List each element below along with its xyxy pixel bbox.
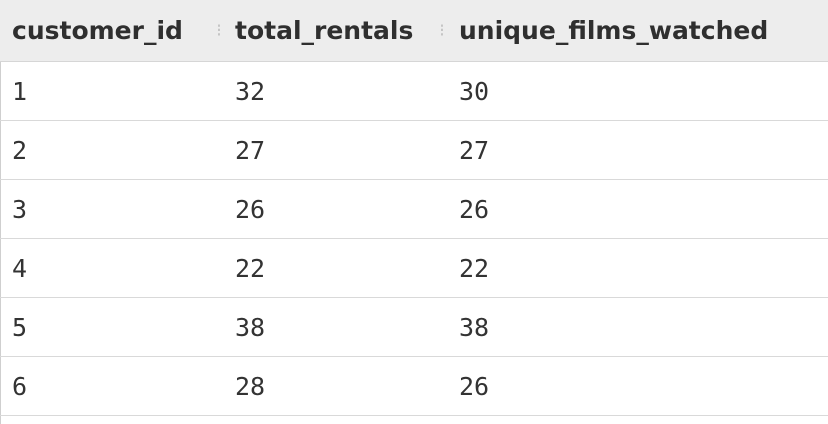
table-row: 6 28 26 bbox=[0, 357, 828, 416]
cell-unique-films-watched: 38 bbox=[459, 313, 490, 342]
column-header-customer-id[interactable]: customer_id bbox=[12, 16, 183, 45]
column-header-total-rentals[interactable]: total_rentals bbox=[235, 16, 414, 45]
cell-customer-id: 1 bbox=[12, 77, 28, 106]
table-row: 2 27 27 bbox=[0, 121, 828, 180]
cell-total-rentals: 28 bbox=[235, 372, 266, 401]
cell-unique-films-watched: 27 bbox=[459, 136, 490, 165]
table-row: 1 32 30 bbox=[0, 62, 828, 121]
cell-total-rentals: 22 bbox=[235, 254, 266, 283]
cell-total-rentals: 38 bbox=[235, 313, 266, 342]
table-row: 3 26 26 bbox=[0, 180, 828, 239]
cell-unique-films-watched: 22 bbox=[459, 254, 490, 283]
cell-total-rentals: 27 bbox=[235, 136, 266, 165]
cell-customer-id: 5 bbox=[12, 313, 28, 342]
cell-total-rentals: 32 bbox=[235, 77, 266, 106]
cell-unique-films-watched: 26 bbox=[459, 372, 490, 401]
table-left-border bbox=[0, 0, 1, 424]
cell-unique-films-watched: 30 bbox=[459, 77, 490, 106]
cell-customer-id: 2 bbox=[12, 136, 28, 165]
table-header: customer_id ⁝ total_rentals ⁝ unique_fil… bbox=[0, 0, 828, 62]
column-resize-handle-icon[interactable]: ⁝ bbox=[216, 20, 222, 41]
cell-customer-id: 3 bbox=[12, 195, 28, 224]
cell-total-rentals: 26 bbox=[235, 195, 266, 224]
table-row: 4 22 22 bbox=[0, 239, 828, 298]
column-header-unique-films-watched[interactable]: unique_films_watched bbox=[459, 16, 769, 45]
cell-customer-id: 4 bbox=[12, 254, 28, 283]
column-resize-handle-icon[interactable]: ⁝ bbox=[439, 20, 445, 41]
cell-unique-films-watched: 26 bbox=[459, 195, 490, 224]
cell-customer-id: 6 bbox=[12, 372, 28, 401]
table-row: 5 38 38 bbox=[0, 298, 828, 357]
